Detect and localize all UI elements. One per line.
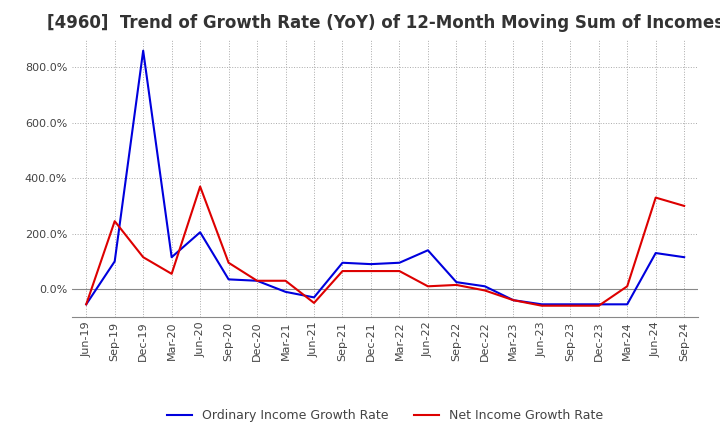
Net Income Growth Rate: [537, 303, 546, 308]
Ordinary Income Growth Rate: [395, 260, 404, 265]
Net Income Growth Rate: [452, 282, 461, 288]
Ordinary Income Growth Rate: [509, 297, 518, 303]
Net Income Growth Rate: [423, 284, 432, 289]
Ordinary Income Growth Rate: [480, 284, 489, 289]
Net Income Growth Rate: [225, 260, 233, 265]
Net Income Growth Rate: [82, 302, 91, 307]
Ordinary Income Growth Rate: [167, 255, 176, 260]
Ordinary Income Growth Rate: [82, 302, 91, 307]
Net Income Growth Rate: [680, 203, 688, 209]
Net Income Growth Rate: [595, 303, 603, 308]
Ordinary Income Growth Rate: [366, 261, 375, 267]
Net Income Growth Rate: [652, 195, 660, 200]
Net Income Growth Rate: [338, 268, 347, 274]
Ordinary Income Growth Rate: [110, 259, 119, 264]
Net Income Growth Rate: [566, 303, 575, 308]
Ordinary Income Growth Rate: [423, 248, 432, 253]
Ordinary Income Growth Rate: [310, 295, 318, 300]
Net Income Growth Rate: [110, 219, 119, 224]
Net Income Growth Rate: [395, 268, 404, 274]
Net Income Growth Rate: [310, 300, 318, 305]
Ordinary Income Growth Rate: [253, 278, 261, 283]
Net Income Growth Rate: [139, 255, 148, 260]
Line: Net Income Growth Rate: Net Income Growth Rate: [86, 187, 684, 306]
Line: Ordinary Income Growth Rate: Ordinary Income Growth Rate: [86, 51, 684, 304]
Ordinary Income Growth Rate: [338, 260, 347, 265]
Ordinary Income Growth Rate: [452, 279, 461, 285]
Net Income Growth Rate: [253, 278, 261, 283]
Ordinary Income Growth Rate: [225, 277, 233, 282]
Ordinary Income Growth Rate: [139, 48, 148, 53]
Ordinary Income Growth Rate: [537, 302, 546, 307]
Net Income Growth Rate: [196, 184, 204, 189]
Ordinary Income Growth Rate: [595, 302, 603, 307]
Ordinary Income Growth Rate: [680, 255, 688, 260]
Net Income Growth Rate: [366, 268, 375, 274]
Ordinary Income Growth Rate: [652, 250, 660, 256]
Legend: Ordinary Income Growth Rate, Net Income Growth Rate: Ordinary Income Growth Rate, Net Income …: [163, 404, 608, 427]
Net Income Growth Rate: [480, 288, 489, 293]
Ordinary Income Growth Rate: [196, 230, 204, 235]
Ordinary Income Growth Rate: [566, 302, 575, 307]
Net Income Growth Rate: [623, 284, 631, 289]
Ordinary Income Growth Rate: [282, 289, 290, 294]
Title: [4960]  Trend of Growth Rate (YoY) of 12-Month Moving Sum of Incomes: [4960] Trend of Growth Rate (YoY) of 12-…: [47, 15, 720, 33]
Net Income Growth Rate: [509, 297, 518, 303]
Net Income Growth Rate: [167, 271, 176, 276]
Ordinary Income Growth Rate: [623, 302, 631, 307]
Net Income Growth Rate: [282, 278, 290, 283]
